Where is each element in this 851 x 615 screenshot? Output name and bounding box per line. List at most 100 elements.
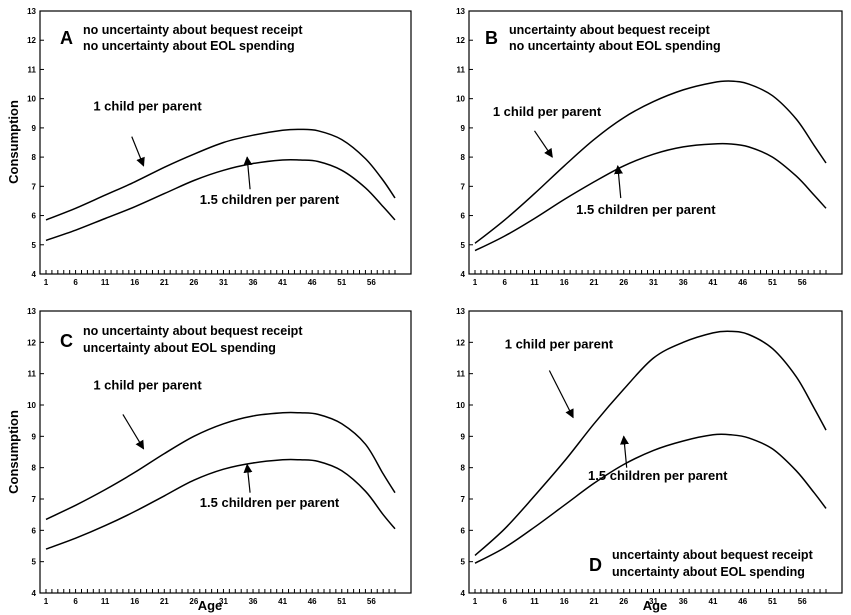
annotation-label: 1.5 children per parent: [588, 468, 728, 483]
x-tick-label: 6: [503, 278, 508, 287]
x-tick-label: 31: [219, 278, 228, 287]
y-tick-label: 11: [28, 65, 37, 74]
annotation-arrow: [548, 370, 574, 419]
annotation-arrow: [122, 414, 145, 450]
plot-frame: [468, 310, 843, 594]
series-lines: [45, 128, 396, 242]
annotations: 1 child per parent 1.5 children per paren…: [505, 337, 728, 484]
annotation-label: 1 child per parent: [93, 98, 202, 113]
annotation-label: 1.5 children per parent: [200, 192, 340, 207]
panel-title-line-2: no uncertainty about EOL spending: [509, 39, 721, 53]
x-tick-label: 41: [709, 597, 718, 606]
x-tick-label: 46: [308, 597, 317, 606]
y-tick-label: 10: [27, 95, 36, 104]
y-tick-label: 5: [32, 558, 37, 567]
x-tick-label: 41: [278, 597, 287, 606]
x-tick-label: 36: [249, 278, 258, 287]
panel-title-line-1: uncertainty about bequest receipt: [612, 548, 814, 562]
x-tick-label: 11: [530, 597, 539, 606]
y-tick-label: 12: [27, 36, 36, 45]
annotation-arrow: [243, 156, 253, 190]
panel-title-line-2: uncertainty about EOL spending: [612, 565, 805, 579]
x-tick-label: 31: [649, 278, 658, 287]
panel-title-line-1: uncertainty about bequest receipt: [509, 23, 711, 37]
x-tick-label: 36: [249, 597, 258, 606]
y-tick-label: 12: [456, 338, 465, 347]
y-tick-label: 10: [456, 401, 465, 410]
annotation-arrow: [620, 435, 629, 468]
x-tick-label: 31: [649, 597, 658, 606]
x-tick-label: 31: [219, 597, 228, 606]
series-line-2: [45, 158, 396, 242]
y-tick-label: 6: [32, 526, 37, 535]
annotation-arrow: [243, 463, 253, 493]
series-lines: [474, 330, 827, 564]
y-tick-label: 7: [461, 182, 466, 191]
x-tick-label: 6: [73, 597, 78, 606]
y-tick-label: 11: [457, 370, 466, 379]
x-tick-label: 46: [308, 278, 317, 287]
x-tick-label: 1: [44, 278, 49, 287]
x-tick-label: 56: [798, 597, 807, 606]
x-axis-label-right: Age: [643, 598, 668, 613]
y-tick-label: 8: [32, 464, 37, 473]
y-tick-label: 10: [456, 95, 465, 104]
x-tick-label: 1: [473, 278, 478, 287]
series-line-1: [45, 128, 396, 221]
annotations: 1 child per parent 1.5 children per paren…: [93, 377, 340, 510]
y-tick-label: 11: [28, 370, 37, 379]
x-tick-label: 21: [160, 597, 169, 606]
annotation-label: 1.5 children per parent: [200, 495, 340, 510]
annotation-arrow: [533, 130, 553, 158]
x-tick-label: 26: [619, 597, 628, 606]
y-tick-label: 11: [457, 65, 466, 74]
x-tick-label: 51: [337, 597, 346, 606]
y-tick-label: 13: [27, 307, 36, 316]
x-tick-label: 36: [679, 597, 688, 606]
x-tick-label: 11: [101, 597, 110, 606]
x-tick-label: 41: [278, 278, 287, 287]
annotation-label: 1 child per parent: [493, 104, 602, 119]
y-tick-label: 12: [27, 338, 36, 347]
y-axis-label-top: Consumption: [6, 100, 21, 184]
plot-frame: [39, 310, 412, 594]
x-tick-label: 21: [590, 597, 599, 606]
y-tick-label: 9: [461, 124, 466, 133]
panel-title-line-1: no uncertainty about bequest receipt: [83, 324, 303, 338]
series-line-1: [474, 80, 827, 244]
annotation-arrow: [614, 164, 624, 199]
annotations: 1 child per parent 1.5 children per paren…: [493, 104, 716, 217]
panel-title-line-1: no uncertainty about bequest receipt: [83, 23, 303, 37]
y-tick-label: 13: [456, 7, 465, 16]
y-tick-label: 4: [461, 589, 466, 598]
x-tick-label: 51: [337, 278, 346, 287]
panel-letter-a: A: [60, 28, 73, 48]
y-tick-label: 6: [32, 212, 37, 221]
annotation-label: 1.5 children per parent: [576, 202, 716, 217]
plot-frame: [468, 10, 843, 275]
y-tick-label: 12: [456, 36, 465, 45]
x-tick-label: 21: [590, 278, 599, 287]
x-tick-label: 11: [530, 278, 539, 287]
y-tick-label: 7: [32, 182, 37, 191]
y-axis-label-bottom: Consumption: [6, 410, 21, 494]
x-tick-label: 26: [189, 278, 198, 287]
y-tick-label: 4: [461, 270, 466, 279]
x-tick-label: 46: [738, 597, 747, 606]
plot-frame: [39, 10, 412, 275]
series-line-2: [474, 433, 827, 564]
series-line-2: [474, 142, 827, 252]
series-lines: [45, 411, 396, 550]
x-tick-label: 41: [709, 278, 718, 287]
x-tick-label: 21: [160, 278, 169, 287]
x-tick-label: 1: [44, 597, 49, 606]
y-tick-label: 4: [32, 270, 37, 279]
y-tick-label: 6: [461, 212, 466, 221]
series-line-1: [45, 411, 396, 521]
series-line-2: [45, 458, 396, 550]
